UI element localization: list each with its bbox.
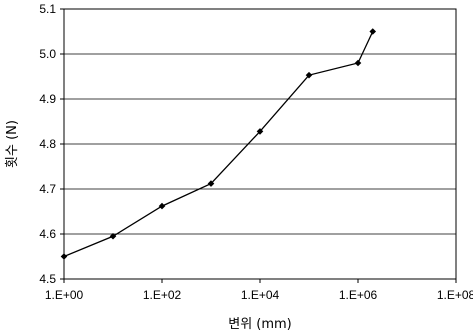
gridlines (64, 53, 456, 235)
data-point (207, 180, 215, 187)
y-tick-label: 5.1 (39, 2, 56, 16)
data-point (369, 28, 377, 35)
x-tick-label: 1.E+08 (437, 288, 473, 302)
y-tick-label: 4.7 (39, 182, 56, 196)
y-axis-title: 횟수 (N) (5, 120, 20, 168)
series-line (63, 31, 374, 258)
x-tick-label: 1.E+06 (339, 288, 378, 302)
y-tick-label: 4.9 (39, 92, 56, 106)
series-layer (60, 28, 377, 260)
data-point (158, 202, 166, 210)
data-point (256, 128, 264, 135)
data-point (109, 232, 117, 240)
x-tick-label: 1.E+04 (241, 288, 280, 302)
y-axis: 4.5 4.6 4.7 4.8 4.9 5.0 5.1 (39, 2, 64, 286)
data-point (305, 71, 313, 79)
y-tick-label: 4.6 (39, 227, 56, 241)
data-point (354, 59, 362, 67)
x-tick-label: 1.E+00 (45, 288, 84, 302)
x-tick-label: 1.E+02 (143, 288, 182, 302)
y-tick-label: 4.5 (39, 272, 56, 286)
x-axis-title: 변위 (mm) (228, 317, 292, 332)
x-axis: 1.E+00 1.E+02 1.E+04 1.E+06 1.E+08 (45, 279, 473, 302)
data-point (60, 253, 68, 260)
y-tick-label: 4.8 (39, 137, 56, 151)
y-tick-label: 5.0 (39, 47, 56, 61)
